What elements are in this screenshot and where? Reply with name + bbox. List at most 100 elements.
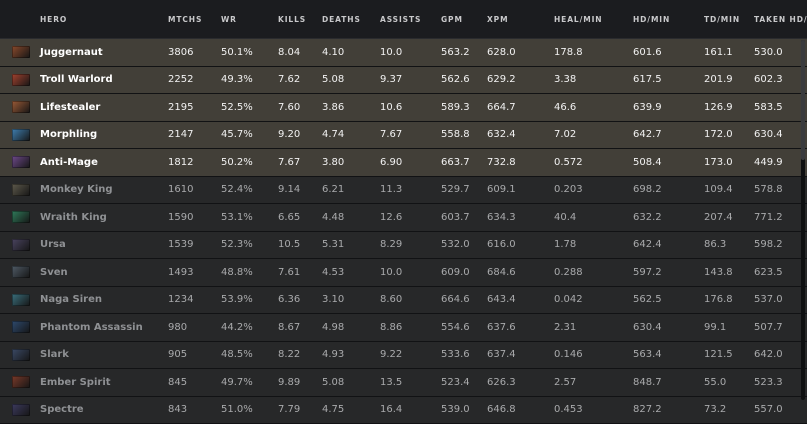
kills-cell: 8.04: [278, 47, 322, 58]
column-header-deaths[interactable]: DEATHS: [322, 15, 380, 24]
hero-name-cell[interactable]: Morphling: [40, 129, 168, 140]
deaths-cell: 4.98: [322, 322, 380, 333]
hero-name-cell[interactable]: Wraith King: [40, 212, 168, 223]
tower-damage-per-min-cell: 173.0: [704, 157, 754, 168]
column-header-matches[interactable]: MTCHS: [168, 15, 221, 24]
hero-damage-per-min-cell: 617.5: [633, 74, 704, 85]
tower-damage-per-min-cell: 161.1: [704, 47, 754, 58]
deaths-cell: 4.75: [322, 404, 380, 415]
hero-name-cell[interactable]: Troll Warlord: [40, 74, 168, 85]
heal-per-min-cell: 0.288: [554, 267, 633, 278]
xpm-cell: 684.6: [487, 267, 554, 278]
deaths-cell: 4.10: [322, 47, 380, 58]
hero-name-cell[interactable]: Ursa: [40, 239, 168, 250]
assists-cell: 12.6: [380, 212, 441, 223]
taken-hero-damage-per-min-cell: 523.3: [754, 377, 807, 388]
hero-name-cell[interactable]: Monkey King: [40, 184, 168, 195]
column-header-tower-damage-per-min[interactable]: TD/MIN: [704, 15, 754, 24]
deaths-cell: 5.31: [322, 239, 380, 250]
hero-name-cell[interactable]: Lifestealer: [40, 102, 168, 113]
taken-hero-damage-per-min-cell: 598.2: [754, 239, 807, 250]
assists-cell: 9.22: [380, 349, 441, 360]
hero-name-cell[interactable]: Ember Spirit: [40, 377, 168, 388]
xpm-cell: 732.8: [487, 157, 554, 168]
matches-cell: 2195: [168, 102, 221, 113]
heal-per-min-cell: 0.146: [554, 349, 633, 360]
hero-damage-per-min-cell: 848.7: [633, 377, 704, 388]
kills-cell: 7.61: [278, 267, 322, 278]
column-header-hero-damage-per-min[interactable]: HD/MIN: [633, 15, 704, 24]
xpm-cell: 609.1: [487, 184, 554, 195]
kills-cell: 8.22: [278, 349, 322, 360]
winrate-cell: 50.1%: [221, 47, 278, 58]
hero-name-cell[interactable]: Slark: [40, 349, 168, 360]
column-header-gpm[interactable]: GPM: [441, 15, 487, 24]
hero-name-cell[interactable]: Spectre: [40, 404, 168, 415]
heal-per-min-cell: 40.4: [554, 212, 633, 223]
kills-cell: 6.65: [278, 212, 322, 223]
kills-cell: 7.60: [278, 102, 322, 113]
gpm-cell: 558.8: [441, 129, 487, 140]
xpm-cell: 643.4: [487, 294, 554, 305]
phantom-assassin-portrait-icon: [12, 321, 30, 333]
assists-cell: 7.67: [380, 129, 441, 140]
matches-cell: 1493: [168, 267, 221, 278]
kills-cell: 9.20: [278, 129, 322, 140]
column-header-xpm[interactable]: XPM: [487, 15, 554, 24]
hero-name-cell[interactable]: Phantom Assassin: [40, 322, 168, 333]
matches-cell: 1590: [168, 212, 221, 223]
tower-damage-per-min-cell: 55.0: [704, 377, 754, 388]
hero-damage-per-min-cell: 827.2: [633, 404, 704, 415]
taken-hero-damage-per-min-cell: 642.0: [754, 349, 807, 360]
column-header-hero[interactable]: HERO: [40, 15, 168, 24]
deaths-cell: 4.53: [322, 267, 380, 278]
hero-name-cell[interactable]: Anti-Mage: [40, 157, 168, 168]
gpm-cell: 562.6: [441, 74, 487, 85]
scrollbar-thumb[interactable]: [801, 40, 805, 160]
heal-per-min-cell: 0.042: [554, 294, 633, 305]
matches-cell: 980: [168, 322, 221, 333]
kills-cell: 7.62: [278, 74, 322, 85]
column-header-taken-hero-damage-per-min[interactable]: TAKEN HD/MIN: [754, 15, 807, 24]
assists-cell: 8.86: [380, 322, 441, 333]
tower-damage-per-min-cell: 126.9: [704, 102, 754, 113]
hero-name-cell[interactable]: Juggernaut: [40, 47, 168, 58]
hero-damage-per-min-cell: 562.5: [633, 294, 704, 305]
taken-hero-damage-per-min-cell: 537.0: [754, 294, 807, 305]
winrate-cell: 51.0%: [221, 404, 278, 415]
column-header-assists[interactable]: ASSISTS: [380, 15, 441, 24]
column-header-winrate[interactable]: WR: [221, 15, 278, 24]
taken-hero-damage-per-min-cell: 578.8: [754, 184, 807, 195]
hero-name-cell[interactable]: Naga Siren: [40, 294, 168, 305]
winrate-cell: 53.9%: [221, 294, 278, 305]
assists-cell: 9.37: [380, 74, 441, 85]
winrate-cell: 52.3%: [221, 239, 278, 250]
tower-damage-per-min-cell: 143.8: [704, 267, 754, 278]
kills-cell: 9.14: [278, 184, 322, 195]
tower-damage-per-min-cell: 172.0: [704, 129, 754, 140]
column-header-heal-per-min[interactable]: HEAL/MIN: [554, 15, 633, 24]
deaths-cell: 3.86: [322, 102, 380, 113]
tower-damage-per-min-cell: 207.4: [704, 212, 754, 223]
hero-name-cell[interactable]: Sven: [40, 267, 168, 278]
spectre-portrait-icon: [12, 404, 30, 416]
hero-damage-per-min-cell: 508.4: [633, 157, 704, 168]
assists-cell: 8.29: [380, 239, 441, 250]
hero-damage-per-min-cell: 563.4: [633, 349, 704, 360]
column-header-kills[interactable]: KILLS: [278, 15, 322, 24]
matches-cell: 2147: [168, 129, 221, 140]
